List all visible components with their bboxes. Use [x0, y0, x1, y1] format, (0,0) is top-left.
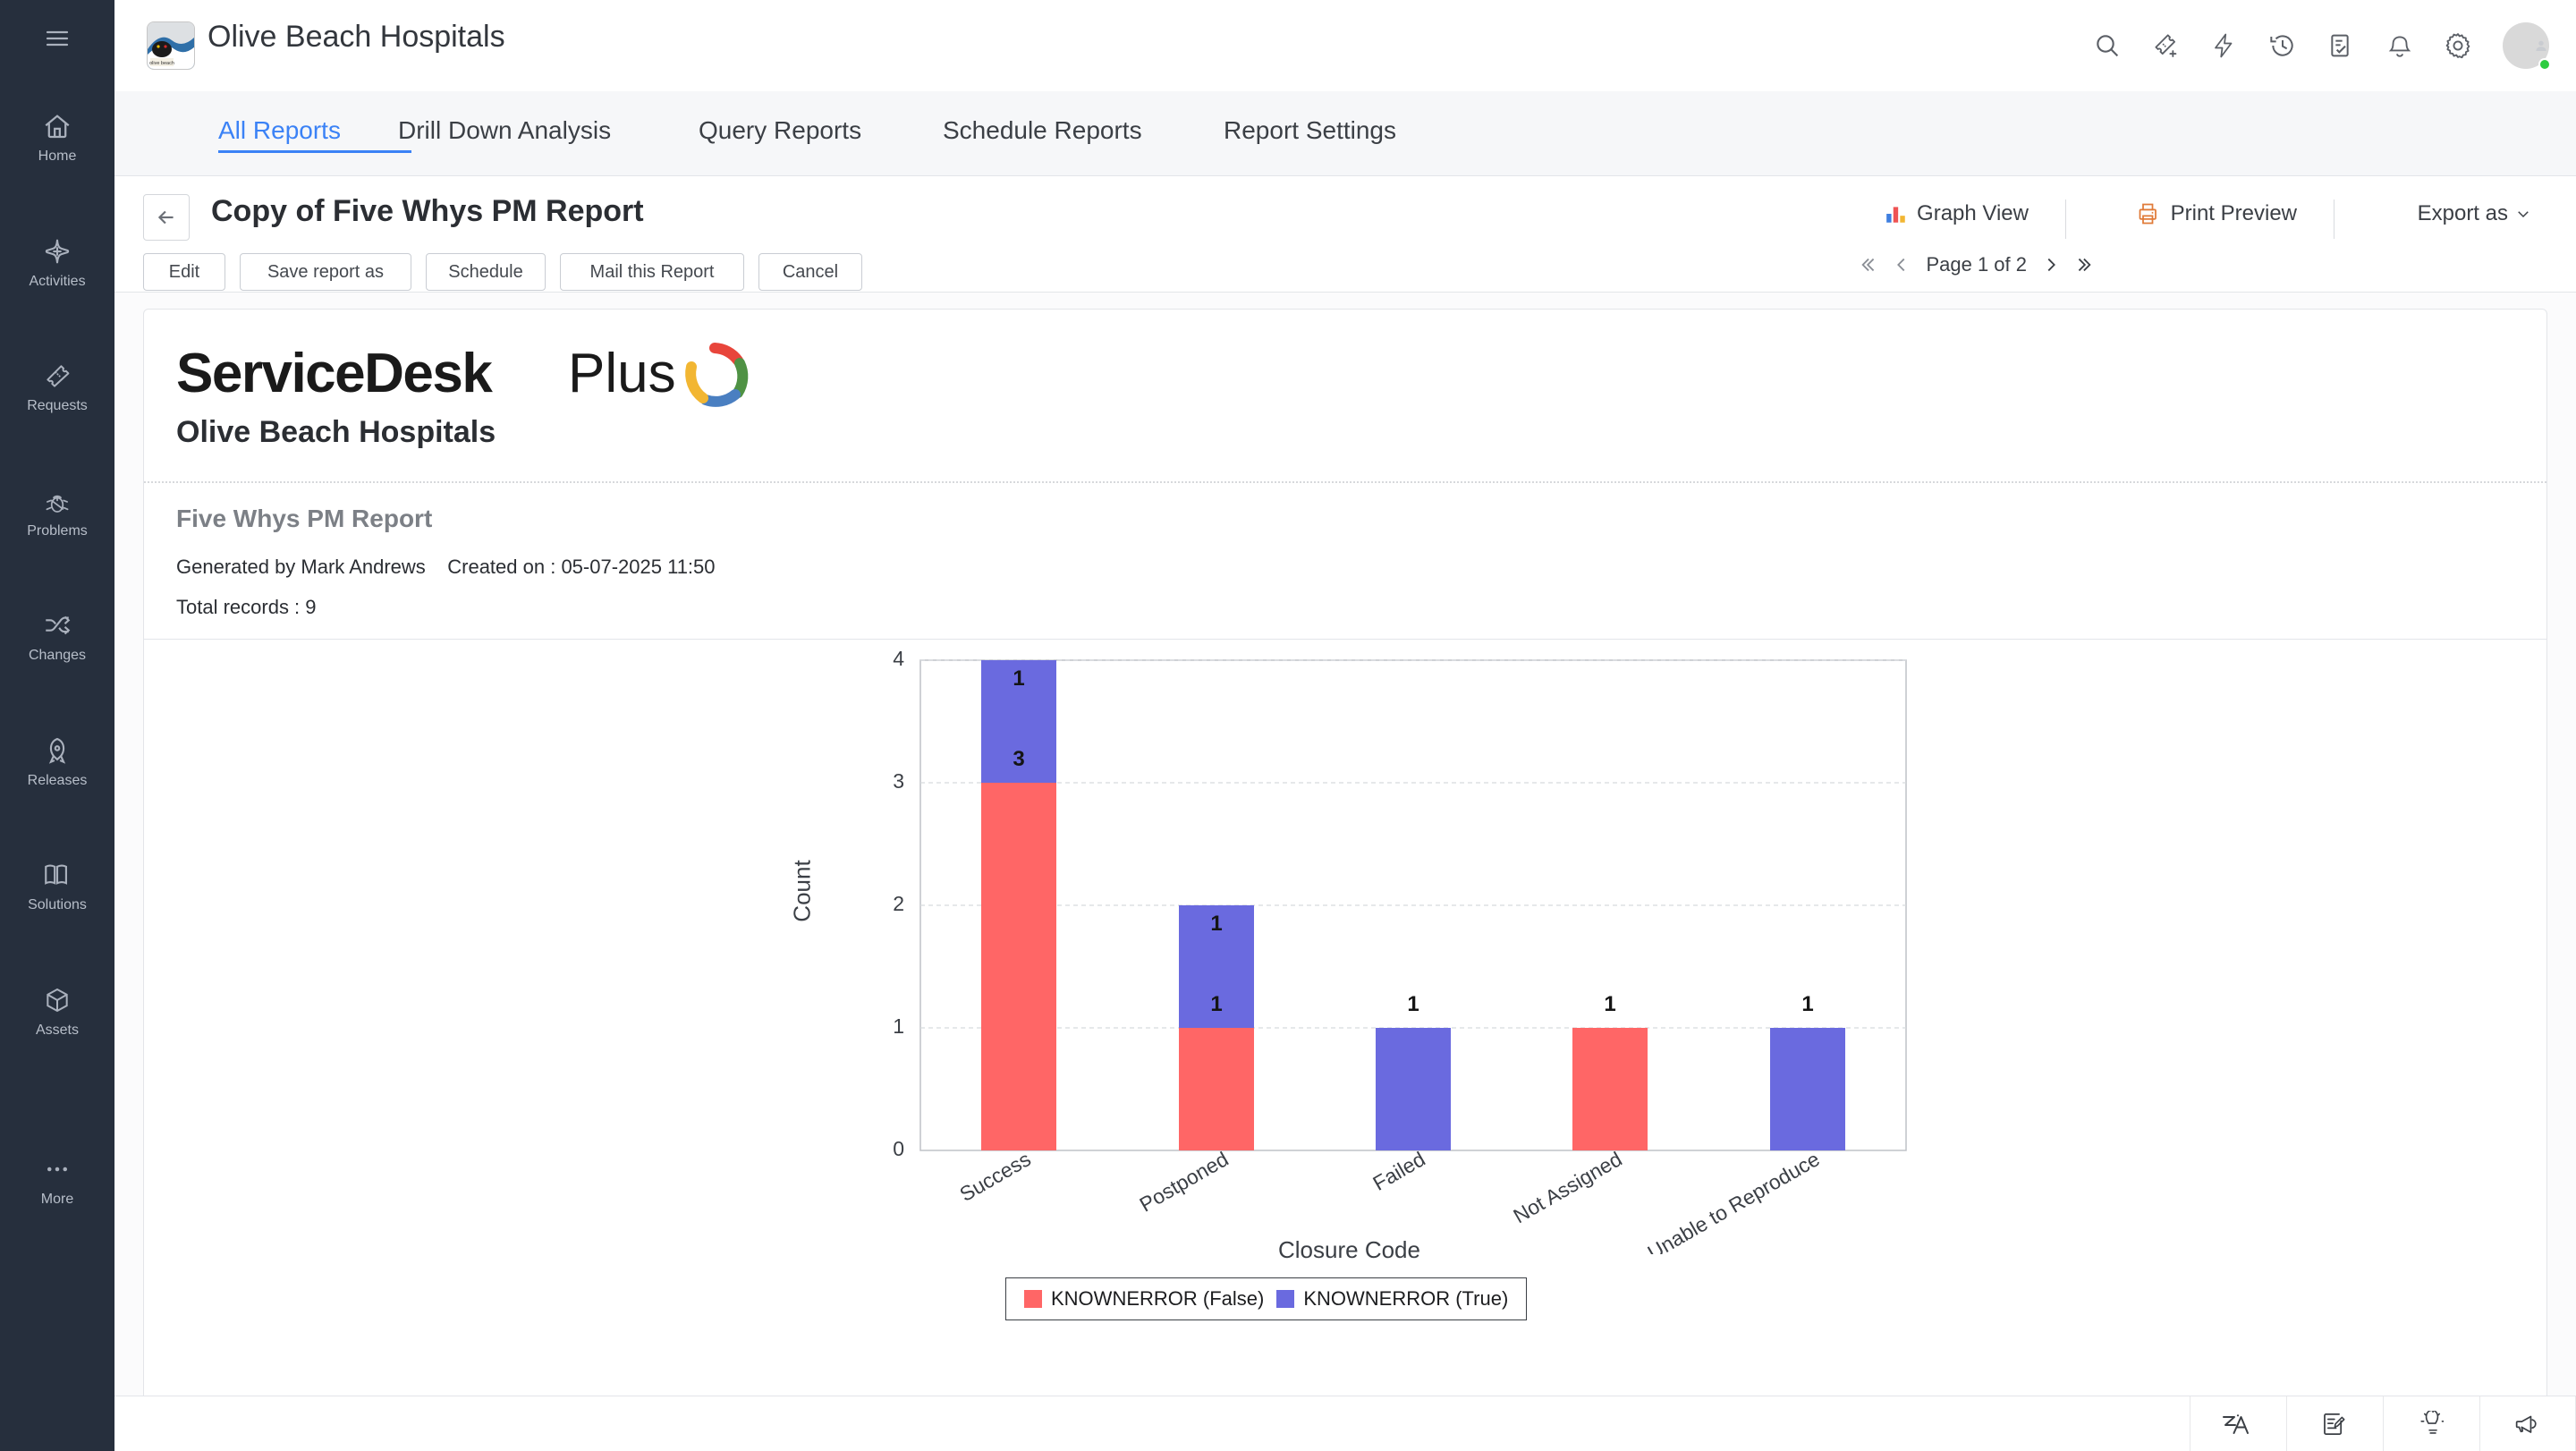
svg-text:Not Assigned: Not Assigned — [1509, 1147, 1625, 1227]
svg-text:3: 3 — [893, 769, 904, 793]
svg-text:1: 1 — [1801, 992, 1813, 1016]
svg-text:0: 0 — [893, 1137, 904, 1160]
svg-text:3: 3 — [1013, 747, 1024, 771]
svg-text:Postponed: Postponed — [1135, 1147, 1232, 1217]
svg-text:1: 1 — [1604, 992, 1615, 1016]
svg-text:1: 1 — [1407, 992, 1419, 1016]
svg-text:1: 1 — [1210, 912, 1222, 936]
svg-text:2: 2 — [893, 892, 904, 915]
svg-text:Plus: Plus — [568, 343, 676, 404]
svg-text:Failed: Failed — [1368, 1147, 1428, 1195]
svg-text:1: 1 — [1210, 992, 1222, 1016]
svg-text:ServiceDesk: ServiceDesk — [176, 343, 493, 404]
svg-text:olive beach: olive beach — [149, 61, 174, 66]
svg-text:Unable to Reproduce: Unable to Reproduce — [1643, 1147, 1823, 1254]
svg-text:1: 1 — [1013, 666, 1024, 691]
svg-text:Success: Success — [955, 1147, 1034, 1206]
svg-text:4: 4 — [893, 647, 904, 670]
svg-text:1: 1 — [893, 1014, 904, 1038]
